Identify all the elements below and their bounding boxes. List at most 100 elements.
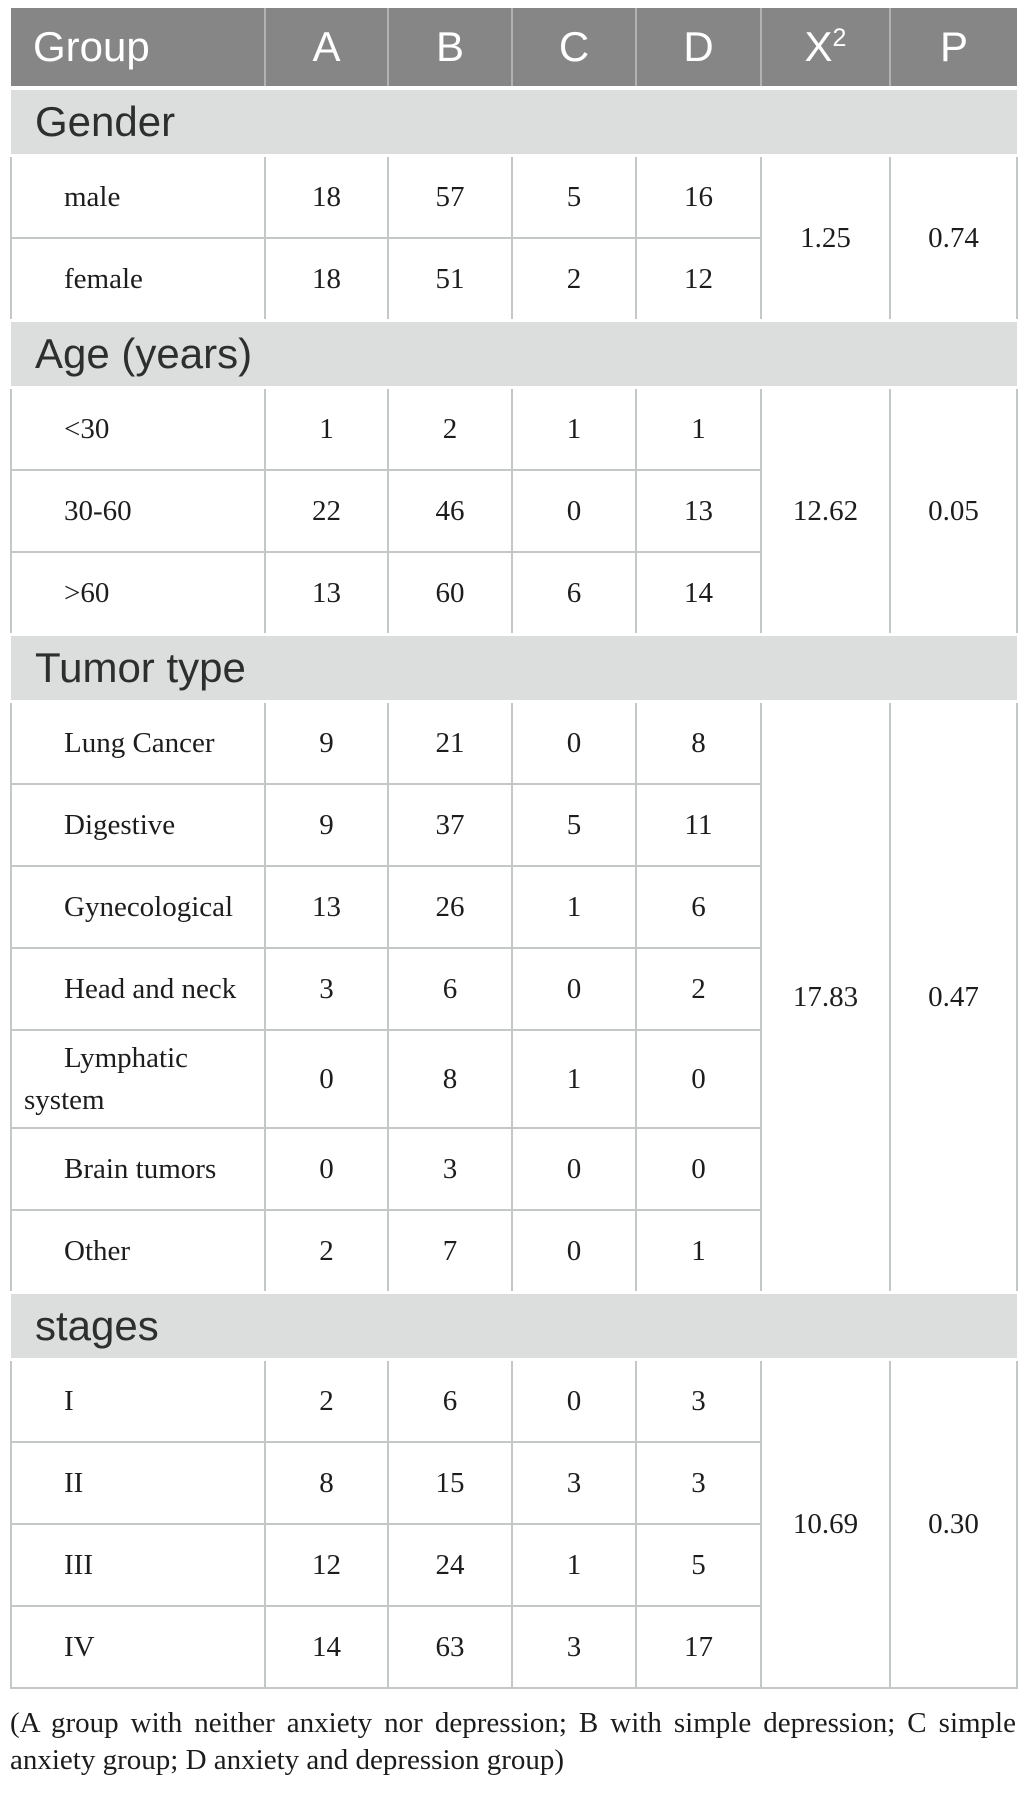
cell-value: 5 (511, 783, 637, 867)
row-label: Brain tumors (10, 1127, 266, 1212)
cell-value: 3 (635, 1441, 762, 1526)
cell-value: 0 (511, 1209, 637, 1294)
p-value: 0.30 (889, 1358, 1018, 1690)
section-header-label: stages (11, 1291, 1017, 1362)
table-row: Gynecological 13 26 1 6 (10, 865, 1017, 949)
chi-square-value: 12.62 (760, 386, 891, 636)
cell-value: 6 (387, 1358, 513, 1444)
cell-value: 3 (511, 1441, 637, 1526)
table-row: <30 1 2 1 1 12.62 0.05 (10, 386, 1018, 636)
cell-value: 8 (387, 1028, 513, 1130)
section-row: Gender (11, 86, 1017, 157)
table-row: male 18 57 5 16 1.25 0.74 (10, 154, 1018, 322)
table-row: Lymphatic system 0 8 1 0 (10, 1028, 1017, 1130)
cell-value: 24 (387, 1523, 513, 1608)
table-row: Other 2 7 0 1 (10, 1209, 1017, 1294)
cell-value: 60 (387, 551, 513, 636)
row-label: Other (10, 1209, 266, 1294)
chi-square-base: X (804, 23, 833, 70)
cell-value: 3 (635, 1358, 762, 1444)
column-header-group: Group (11, 8, 266, 90)
cell-value: 0 (511, 469, 637, 553)
cell-value: 2 (635, 947, 762, 1031)
cell-value: 46 (387, 469, 513, 553)
section-header-label: Tumor type (11, 633, 1017, 703)
table-row: >60 13 60 6 14 (10, 551, 1017, 636)
section-header-label: Age (years) (11, 319, 1017, 389)
cell-value: 17 (635, 1605, 762, 1690)
table-row: 30-60 22 46 0 13 (10, 469, 1017, 553)
chi-square-exponent: 2 (832, 24, 847, 52)
cell-value: 0 (635, 1127, 762, 1212)
section-row: Age (years) (11, 319, 1017, 389)
cell-value: 8 (264, 1441, 389, 1526)
column-header-a: A (265, 8, 389, 90)
chi-square-value: 10.69 (760, 1358, 891, 1690)
cell-value: 3 (387, 1127, 513, 1212)
cell-value: 51 (387, 237, 513, 322)
row-label: II (10, 1441, 266, 1526)
cell-value: 9 (264, 783, 389, 867)
cell-value: 8 (635, 700, 762, 785)
cell-value: 7 (387, 1209, 513, 1294)
cell-value: 6 (511, 551, 637, 636)
row-label: Head and neck (10, 947, 266, 1031)
cell-value: 0 (264, 1127, 389, 1212)
column-header-d: D (636, 8, 762, 90)
cell-value: 18 (264, 154, 389, 239)
cell-value: 26 (387, 865, 513, 949)
cell-value: 16 (635, 154, 762, 239)
cell-value: 2 (264, 1358, 389, 1444)
cell-value: 22 (264, 469, 389, 553)
cell-value: 0 (511, 1127, 637, 1212)
section-row: Tumor type (11, 633, 1017, 703)
row-label: Digestive (10, 783, 266, 867)
cell-value: 9 (264, 700, 389, 785)
cell-value: 0 (264, 1028, 389, 1130)
column-header-chi-square: X2 (761, 8, 891, 90)
cell-value: 2 (511, 237, 637, 322)
cell-value: 11 (635, 783, 762, 867)
column-header-c: C (512, 8, 637, 90)
cell-value: 57 (387, 154, 513, 239)
cell-value: 14 (264, 1605, 389, 1690)
table-row: Lung Cancer 9 21 0 8 17.83 0.47 (10, 700, 1018, 1294)
cell-value: 6 (387, 947, 513, 1031)
row-label: 30-60 (10, 469, 266, 553)
table-footnote: (A group with neither anxiety nor depres… (10, 1707, 1016, 1777)
p-value: 0.47 (889, 700, 1018, 1294)
cell-value: 3 (264, 947, 389, 1031)
p-value: 0.05 (889, 386, 1018, 636)
section-header-label: Gender (11, 86, 1017, 157)
statistics-table: Group A B C D X2 P Gender male 18 57 5 16 1.25… (10, 8, 1018, 1690)
header-row: Group A B C D X2 P (11, 8, 1017, 90)
row-label: >60 (10, 551, 266, 636)
table-row: female 18 51 2 12 (10, 237, 1017, 322)
row-label: III (10, 1523, 266, 1608)
row-label: Lung Cancer (10, 700, 266, 785)
cell-value: 15 (387, 1441, 513, 1526)
p-value: 0.74 (889, 154, 1018, 322)
cell-value: 0 (511, 947, 637, 1031)
column-header-b: B (388, 8, 513, 90)
cell-value: 3 (511, 1605, 637, 1690)
cell-value: 12 (264, 1523, 389, 1608)
column-header-p: P (890, 8, 1017, 90)
cell-value: 14 (635, 551, 762, 636)
row-label: female (10, 237, 266, 322)
row-label: I (10, 1358, 266, 1444)
table-row: III 12 24 1 5 (10, 1523, 1017, 1608)
cell-value: 0 (511, 1358, 637, 1444)
cell-value: 1 (511, 1028, 637, 1130)
chi-square-value: 1.25 (760, 154, 891, 322)
cell-value: 5 (511, 154, 637, 239)
row-label: Lymphatic system (10, 1028, 266, 1130)
cell-value: 1 (635, 1209, 762, 1294)
cell-value: 21 (387, 700, 513, 785)
cell-value: 18 (264, 237, 389, 322)
cell-value: 1 (511, 386, 637, 471)
cell-value: 37 (387, 783, 513, 867)
cell-value: 2 (264, 1209, 389, 1294)
cell-value: 2 (387, 386, 513, 471)
